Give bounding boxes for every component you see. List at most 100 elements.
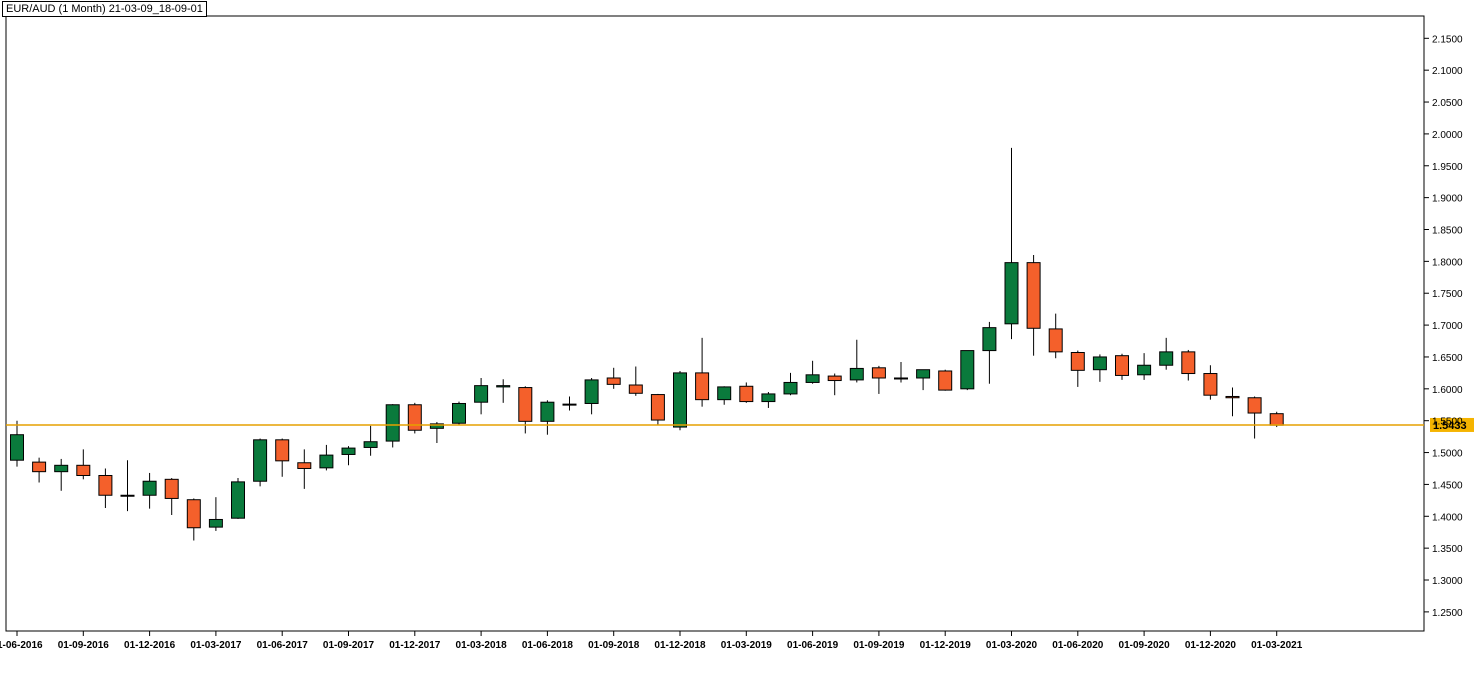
x-tick-label: 01-09-2018 <box>588 640 640 651</box>
candle-body <box>429 423 444 429</box>
candle <box>1115 353 1129 380</box>
candle-body <box>938 370 953 391</box>
candle <box>1070 350 1085 387</box>
candle-body <box>673 372 687 428</box>
candle-body <box>540 401 555 422</box>
candle-body <box>1269 413 1284 426</box>
candle-body <box>54 464 69 473</box>
x-axis: 01-06-2016 01-09-2016 01-12-2016 01-03-2017… <box>0 631 1303 651</box>
candle <box>739 382 754 403</box>
candle-body <box>208 518 223 528</box>
candle-body <box>1247 397 1262 414</box>
candle <box>142 472 157 509</box>
plot-area <box>5 15 1425 632</box>
x-tick-label: 01-03-2018 <box>456 640 508 651</box>
candle-body <box>916 369 931 379</box>
x-tick-label: 01-12-2018 <box>654 640 706 651</box>
candle <box>1159 337 1174 370</box>
candle-body <box>1203 373 1218 396</box>
candle <box>341 446 356 466</box>
candle <box>32 457 47 483</box>
candle <box>98 468 113 508</box>
candle <box>452 401 466 426</box>
x-tick-label: 01-12-2019 <box>920 640 972 651</box>
candle-body <box>1181 351 1196 375</box>
y-tick-label: 2.0500 <box>1432 98 1463 109</box>
candle <box>982 321 997 384</box>
candle <box>562 396 577 411</box>
candle-body <box>385 404 400 442</box>
candle-body <box>319 454 334 469</box>
candle-body <box>871 367 886 379</box>
candle-body <box>1026 262 1041 329</box>
x-tick-label: 01-06-2017 <box>257 640 309 651</box>
candle-body <box>761 393 776 403</box>
y-tick-label: 1.2500 <box>1432 608 1463 619</box>
y-tick-label: 1.8500 <box>1432 225 1463 236</box>
candle-body <box>805 374 820 383</box>
candle <box>319 444 334 471</box>
candle <box>1137 353 1152 380</box>
y-tick-label: 1.9000 <box>1432 194 1463 205</box>
candle-body <box>1070 351 1085 371</box>
candles-layer <box>10 147 1284 541</box>
y-tick-label: 2.0000 <box>1432 130 1463 141</box>
candle-body <box>717 386 732 401</box>
candle <box>1004 147 1019 340</box>
y-tick-label: 1.9500 <box>1432 162 1463 173</box>
x-tick-label: 01-06-2020 <box>1052 640 1104 651</box>
candle-body <box>120 494 135 497</box>
candle-body <box>186 499 201 529</box>
candle <box>208 497 223 531</box>
y-tick-label: 2.1000 <box>1432 66 1463 77</box>
candle-body <box>341 447 356 455</box>
candle <box>1203 365 1218 400</box>
x-tick-label: 01-06-2019 <box>787 640 839 651</box>
x-tick-label: 01-03-2019 <box>721 640 773 651</box>
x-tick-label: 01-12-2017 <box>389 640 441 651</box>
chart-title: EUR/AUD (1 Month) 21-03-09_18-09-01 <box>2 1 207 17</box>
candle <box>1247 396 1262 439</box>
y-tick-label: 1.6500 <box>1432 353 1463 364</box>
candle <box>496 379 511 403</box>
candle <box>584 377 599 415</box>
candle <box>827 373 842 396</box>
candle-body <box>894 377 908 380</box>
candle-body <box>982 327 997 352</box>
candle-body <box>584 379 599 404</box>
y-tick-label: 1.7000 <box>1432 321 1463 332</box>
candle <box>606 367 621 389</box>
candle-body <box>32 461 47 473</box>
x-tick-label: 01-03-2017 <box>190 640 242 651</box>
candle <box>164 478 179 516</box>
candle-body <box>474 385 489 403</box>
candle <box>938 369 953 391</box>
current-price-label: 1.5433 <box>1433 420 1467 432</box>
x-tick-label: 01-09-2017 <box>323 640 375 651</box>
candle-body <box>76 464 91 476</box>
candle-body <box>164 478 179 499</box>
candle-body <box>628 384 643 394</box>
candle <box>805 360 820 384</box>
x-tick-label: 01-09-2019 <box>853 640 905 651</box>
x-tick-label: 01-03-2020 <box>986 640 1038 651</box>
candle <box>253 438 268 487</box>
candle <box>231 478 245 519</box>
x-tick-label: 01-06-2018 <box>522 640 574 651</box>
candle-body <box>452 402 466 424</box>
candle-body <box>231 481 245 519</box>
candle <box>960 350 975 391</box>
candle <box>695 337 710 407</box>
y-tick-label: 1.3000 <box>1432 576 1463 587</box>
current-price-layer: 1.5433 <box>6 417 1474 432</box>
candle-body <box>253 439 268 482</box>
candle <box>894 362 908 383</box>
candle <box>1026 254 1041 356</box>
candle-body <box>1004 262 1019 325</box>
x-tick-label: 01-06-2016 <box>0 640 43 651</box>
candle <box>673 370 687 431</box>
candle <box>650 393 665 425</box>
y-tick-label: 1.4000 <box>1432 512 1463 523</box>
